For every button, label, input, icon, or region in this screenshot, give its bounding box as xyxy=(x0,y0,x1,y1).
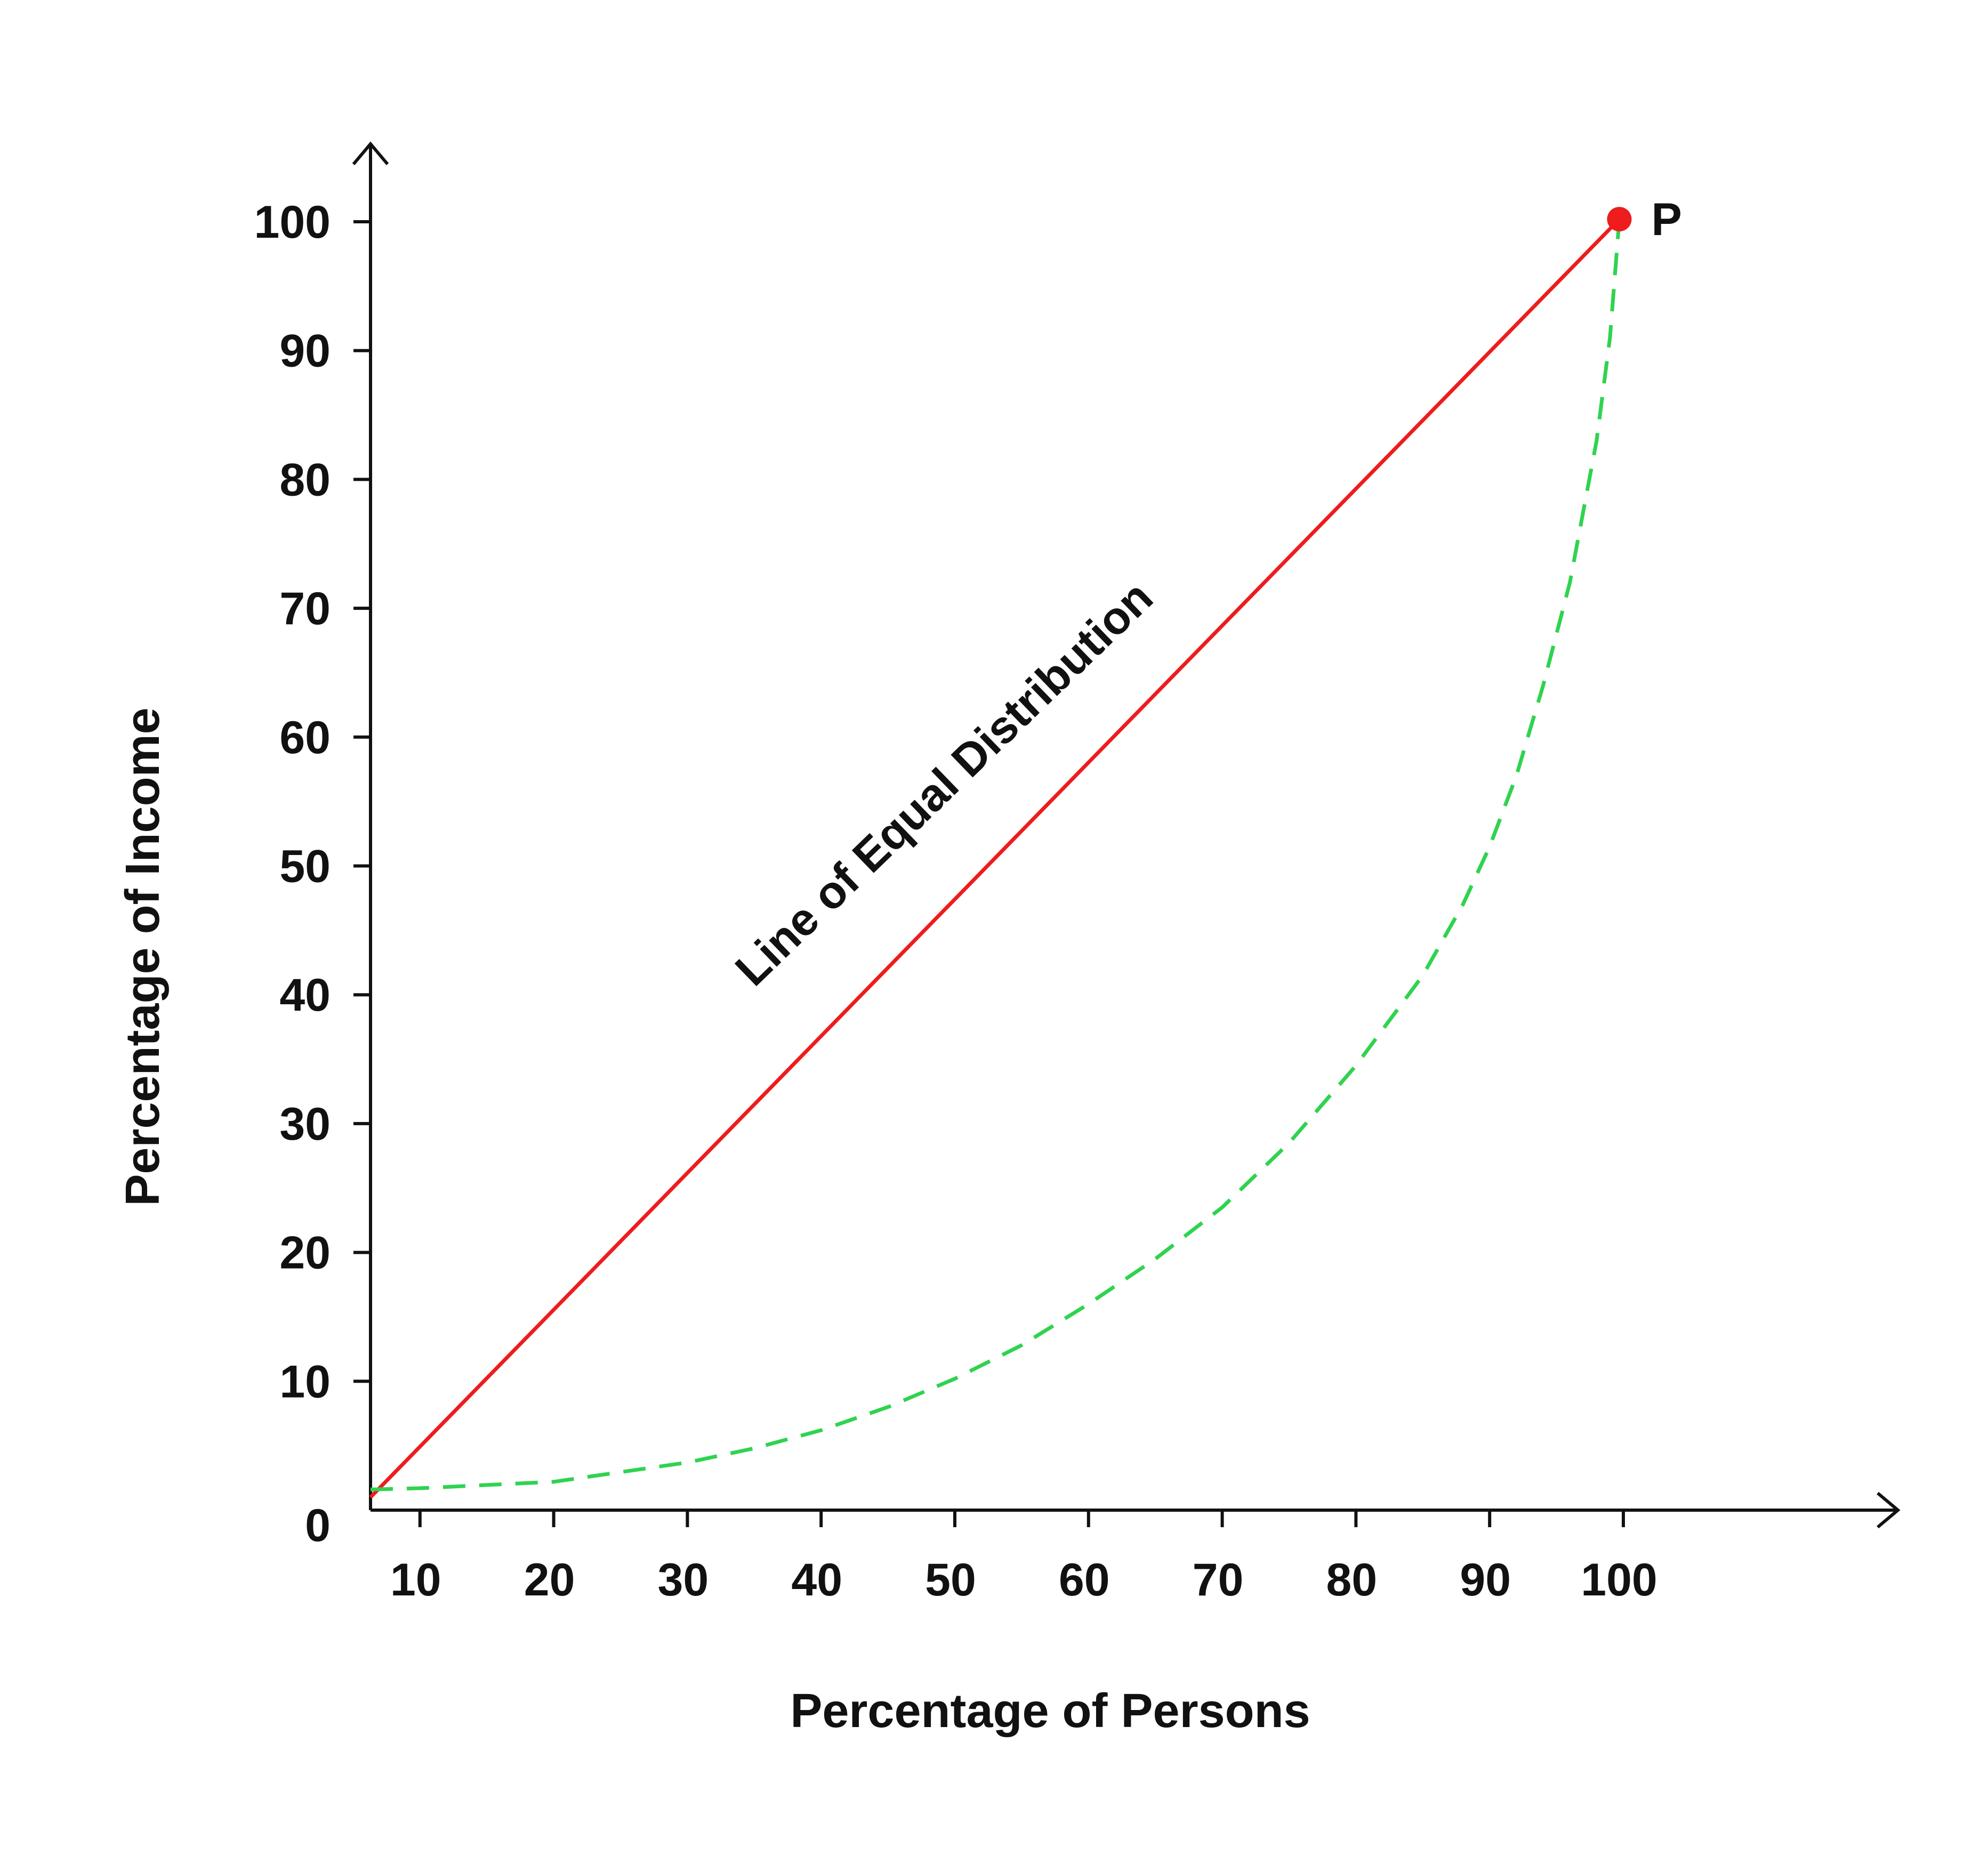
axes xyxy=(352,141,1901,1529)
y-tick-label: 80 xyxy=(279,454,331,505)
x-tick-label: 20 xyxy=(524,1554,575,1606)
annotation-layer: Line of Equal Distribution P xyxy=(726,194,1682,996)
x-tick-label: 80 xyxy=(1326,1554,1378,1606)
y-tick-label: 50 xyxy=(279,841,331,892)
equal-distribution-line xyxy=(369,217,1621,1499)
lorenz-curve-line xyxy=(370,219,1621,1491)
equal-distribution-label: Line of Equal Distribution xyxy=(726,571,1162,996)
y-axis-arrowhead xyxy=(352,141,389,165)
y-tick-label: 90 xyxy=(279,326,331,377)
x-axis-arrowhead xyxy=(1877,1491,1901,1529)
y-tick-label: 40 xyxy=(279,970,331,1021)
y-tick-label: 60 xyxy=(279,712,331,763)
point-p-label: P xyxy=(1651,194,1681,245)
x-tick-label: 60 xyxy=(1059,1554,1110,1606)
y-tick-label: 70 xyxy=(279,583,331,634)
y-axis-ticks: 0 10 20 30 40 50 60 70 80 90 100 xyxy=(254,197,371,1551)
x-tick-label: 30 xyxy=(658,1554,709,1606)
x-tick-label: 10 xyxy=(390,1554,441,1606)
y-tick-label: 10 xyxy=(279,1356,331,1407)
series-layer xyxy=(369,217,1621,1499)
y-tick-label: 20 xyxy=(279,1228,331,1279)
x-tick-label: 90 xyxy=(1460,1554,1511,1606)
y-tick-label: 100 xyxy=(254,197,331,248)
y-axis-title: Percentage of Income xyxy=(116,707,170,1206)
point-p-marker xyxy=(1607,207,1632,232)
x-tick-label: 40 xyxy=(791,1554,842,1606)
x-tick-label: 100 xyxy=(1581,1554,1657,1606)
x-axis-title: Percentage of Persons xyxy=(790,1684,1310,1738)
x-axis-ticks: 10 20 30 40 50 60 70 80 90 100 xyxy=(390,1510,1657,1606)
y-tick-label: 0 xyxy=(305,1500,331,1551)
x-tick-label: 70 xyxy=(1193,1554,1244,1606)
y-tick-label: 30 xyxy=(279,1099,331,1150)
x-tick-label: 50 xyxy=(925,1554,976,1606)
